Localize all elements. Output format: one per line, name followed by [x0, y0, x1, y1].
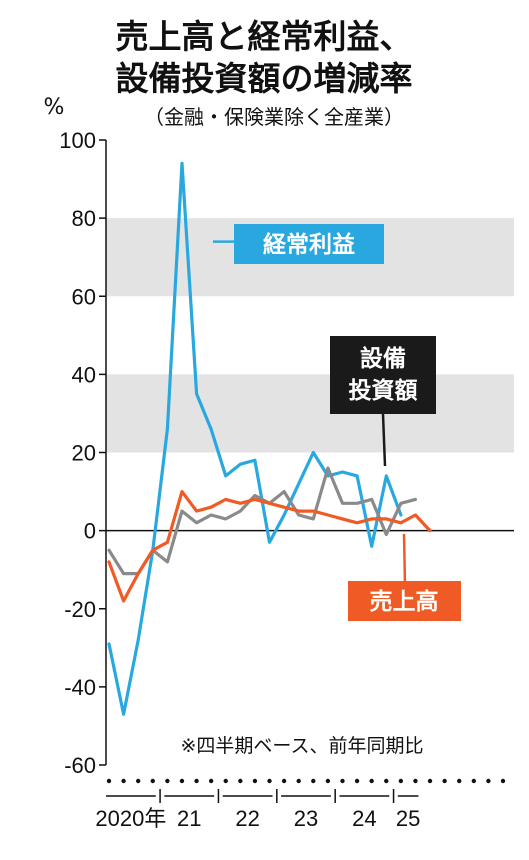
y-axis: -60 -40 -20 0 20 40 60 80 100 — [59, 128, 514, 778]
chart-subtitle: （金融・保険業除く全産業） — [144, 105, 404, 129]
x-quarter-dot — [398, 778, 404, 784]
x-tick-label: 23 — [294, 806, 318, 831]
x-quarter-dot — [354, 778, 360, 784]
label-text-capex: 設備 — [360, 345, 406, 372]
x-quarter-dot — [208, 778, 214, 784]
x-quarter-dot — [165, 778, 170, 784]
x-quarter-dot — [106, 778, 112, 784]
x-quarter-dot — [457, 778, 462, 784]
x-quarter-dot — [340, 778, 345, 784]
y-tick-label: 0 — [84, 519, 96, 544]
x-tick-label: 2020年 — [95, 806, 166, 831]
grid-band-0 — [106, 374, 514, 453]
label-text-sales: 売上高 — [370, 588, 439, 615]
label-leader-sales — [402, 533, 407, 586]
y-tick-label: 60 — [72, 284, 96, 309]
x-quarter-dot — [384, 778, 389, 784]
x-quarter-dot — [413, 778, 418, 784]
y-tick-label: 80 — [72, 206, 96, 231]
series-lines — [107, 161, 432, 716]
x-axis: 2020年 21 22 23 24 25 — [95, 778, 506, 831]
y-unit: % — [44, 95, 65, 120]
x-tick-label: 22 — [235, 806, 259, 831]
label-text-capex: 投資額 — [349, 377, 418, 404]
x-quarter-dot — [442, 778, 447, 784]
chart-title-line1: 売上高と経常利益、 — [116, 17, 413, 56]
chart-note: ※四半期ベース、前年同期比 — [181, 735, 424, 757]
x-quarter-dot — [296, 778, 301, 784]
x-quarter-dot — [281, 778, 287, 784]
x-tick-label: 24 — [352, 806, 376, 831]
y-tick-label: -20 — [64, 597, 96, 622]
x-quarter-dot — [194, 778, 199, 784]
series-line-sales — [107, 490, 432, 603]
x-quarter-dot — [369, 778, 374, 784]
label-box-sales — [348, 581, 461, 621]
x-tick-label: 21 — [177, 806, 201, 831]
x-tick-label: 25 — [396, 806, 420, 831]
y-tick-label: 20 — [72, 441, 96, 466]
x-quarter-dot — [267, 778, 272, 784]
y-tick-label: 40 — [72, 362, 96, 387]
x-quarter-dot — [427, 778, 433, 784]
x-quarter-dot — [311, 778, 316, 784]
x-quarter-dot — [486, 778, 491, 784]
chart-title-line2: 設備投資額の増減率 — [116, 59, 413, 98]
x-quarter-dot — [500, 778, 506, 784]
y-tick-label: 100 — [59, 128, 96, 153]
x-quarter-dot — [223, 778, 228, 784]
x-quarter-dot — [252, 778, 258, 784]
series-line-profit — [107, 161, 403, 716]
series-line-capex — [107, 466, 417, 576]
x-quarter-dot — [150, 778, 155, 784]
x-quarter-dot — [135, 778, 141, 784]
y-tick-label: -60 — [64, 753, 96, 778]
x-quarter-dot — [471, 778, 477, 784]
x-quarter-dot — [121, 778, 126, 784]
x-quarter-dot — [179, 778, 185, 784]
label-box-profit — [234, 224, 384, 264]
label-box-capex — [330, 336, 436, 414]
x-quarter-dot — [325, 778, 331, 784]
x-quarter-dot — [238, 778, 243, 784]
label-leader-capex — [381, 413, 387, 467]
label-text-profit: 経常利益 — [263, 231, 355, 258]
y-tick-label: -40 — [64, 675, 96, 700]
